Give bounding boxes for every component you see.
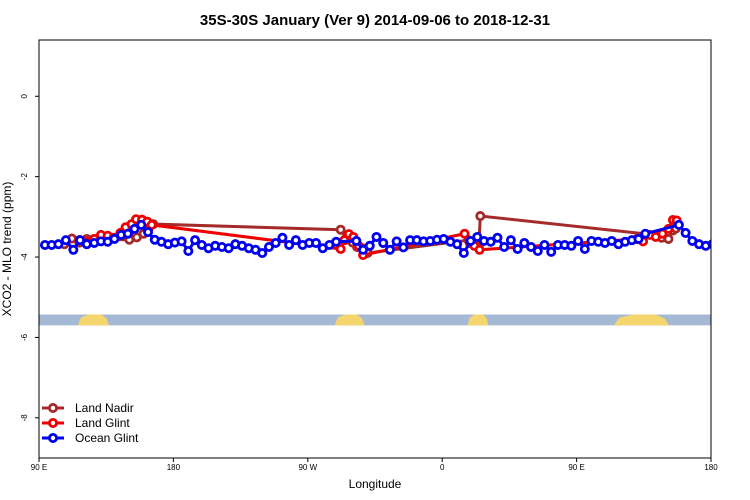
ocean-glint-point — [384, 244, 395, 255]
ocean-glint-point — [458, 248, 469, 259]
ocean-glint-point — [378, 237, 389, 248]
series-ocean-glint — [39, 219, 711, 259]
ocean-glint-point — [109, 233, 120, 244]
legend-swatch-point — [48, 432, 59, 443]
land-glint-point — [459, 228, 470, 239]
ocean-glint-point — [391, 236, 402, 247]
land-mass — [467, 314, 489, 326]
land-glint-point — [335, 243, 346, 254]
ocean-glint-point — [532, 246, 543, 257]
y-tick-label: 0 — [20, 93, 29, 98]
ocean-glint-point — [129, 223, 140, 234]
land-mass — [613, 314, 670, 326]
ocean-glint-point — [364, 240, 375, 251]
ocean-glint-point — [492, 232, 503, 243]
ocean-glint-point — [673, 219, 684, 230]
ocean-glint-point — [371, 231, 382, 242]
legend-label: Ocean Glint — [75, 431, 139, 445]
land-ocean-strip — [39, 314, 711, 326]
x-tick-label: 0 — [440, 463, 445, 472]
ocean-glint-point — [68, 244, 79, 255]
ocean-glint-point — [277, 232, 288, 243]
ocean-glint-point — [190, 235, 201, 246]
ocean-glint-point — [633, 233, 644, 244]
ocean-glint-point — [143, 227, 154, 238]
ocean-glint-point — [75, 235, 86, 246]
legend-swatch-point — [48, 402, 59, 413]
ocean-glint-point — [472, 231, 483, 242]
ocean-glint-point — [53, 239, 64, 250]
ocean-glint-point — [263, 241, 274, 252]
legend-item-land-glint: Land Glint — [42, 416, 130, 430]
ocean-glint-point — [136, 219, 147, 230]
ocean-glint-point — [398, 242, 409, 253]
legend-swatch-point — [48, 417, 59, 428]
ocean-glint-point — [270, 237, 281, 248]
plot-frame — [38, 39, 712, 459]
legend-item-land-nadir: Land Nadir — [42, 401, 134, 415]
land-mass — [77, 314, 110, 326]
ocean-glint-point — [452, 239, 463, 250]
ocean-glint-point — [573, 235, 584, 246]
ocean-glint-point — [485, 236, 496, 247]
ocean-glint-point — [223, 243, 234, 254]
legend-label: Land Glint — [75, 416, 130, 430]
x-tick-label: 90 E — [568, 463, 584, 472]
ocean-glint-point — [60, 235, 71, 246]
x-tick-label: 90 E — [31, 463, 47, 472]
ocean-glint-point — [183, 246, 194, 257]
x-tick-label: 180 — [167, 463, 181, 472]
ocean-glint-point — [176, 236, 187, 247]
ocean-glint-point — [358, 244, 369, 255]
y-axis-label: XCO2 - MLO trend (ppm) — [0, 182, 14, 317]
land-glint-point — [146, 219, 157, 230]
y-tick-label: -8 — [20, 414, 29, 422]
ocean-glint-point — [512, 243, 523, 254]
y-axis-ticks: 0 -2 -4 -6 -8 — [20, 93, 39, 421]
land-nadir-point — [663, 233, 674, 244]
land-mass — [334, 314, 365, 326]
legend-label: Land Nadir — [75, 401, 134, 415]
ocean-glint-point — [257, 248, 268, 259]
ocean-glint-point — [290, 235, 301, 246]
chart-title: 35S-30S January (Ver 9) 2014-09-06 to 20… — [200, 12, 550, 29]
x-axis-label: Longitude — [349, 477, 402, 491]
y-tick-label: -4 — [20, 253, 29, 261]
ocean-glint-point — [351, 235, 362, 246]
ocean-glint-point — [505, 235, 516, 246]
ocean-glint-point — [499, 241, 510, 252]
ocean-glint-point — [519, 237, 530, 248]
ocean-glint-point — [539, 239, 550, 250]
ocean-glint-point — [526, 241, 537, 252]
ocean-band — [39, 314, 711, 326]
legend-item-ocean-glint: Ocean Glint — [42, 431, 139, 445]
ocean-glint-point — [566, 240, 577, 251]
land-nadir-point — [475, 211, 486, 222]
ocean-glint-point — [284, 239, 295, 250]
ocean-glint-line — [44, 222, 711, 256]
ocean-glint-point — [579, 243, 590, 254]
ocean-glint-point — [465, 235, 476, 246]
y-tick-label: -2 — [20, 173, 29, 181]
ocean-glint-point — [311, 237, 322, 248]
ocean-glint-point — [331, 236, 342, 247]
ocean-glint-point — [707, 239, 711, 249]
series-layer — [39, 211, 711, 261]
x-axis-ticks: 90 E 180 90 W 0 90 E 180 — [31, 458, 718, 472]
ocean-glint-point — [680, 227, 691, 238]
ocean-glint-point — [640, 228, 651, 239]
land-nadir-point — [335, 224, 346, 235]
y-tick-label: -6 — [20, 333, 29, 341]
ocean-glint-point — [81, 239, 92, 250]
ocean-glint-point — [546, 246, 557, 257]
x-tick-label: 180 — [704, 463, 718, 472]
land-glint-point — [474, 244, 485, 255]
x-tick-label: 90 W — [298, 463, 317, 472]
ocean-glint-point — [122, 228, 133, 239]
